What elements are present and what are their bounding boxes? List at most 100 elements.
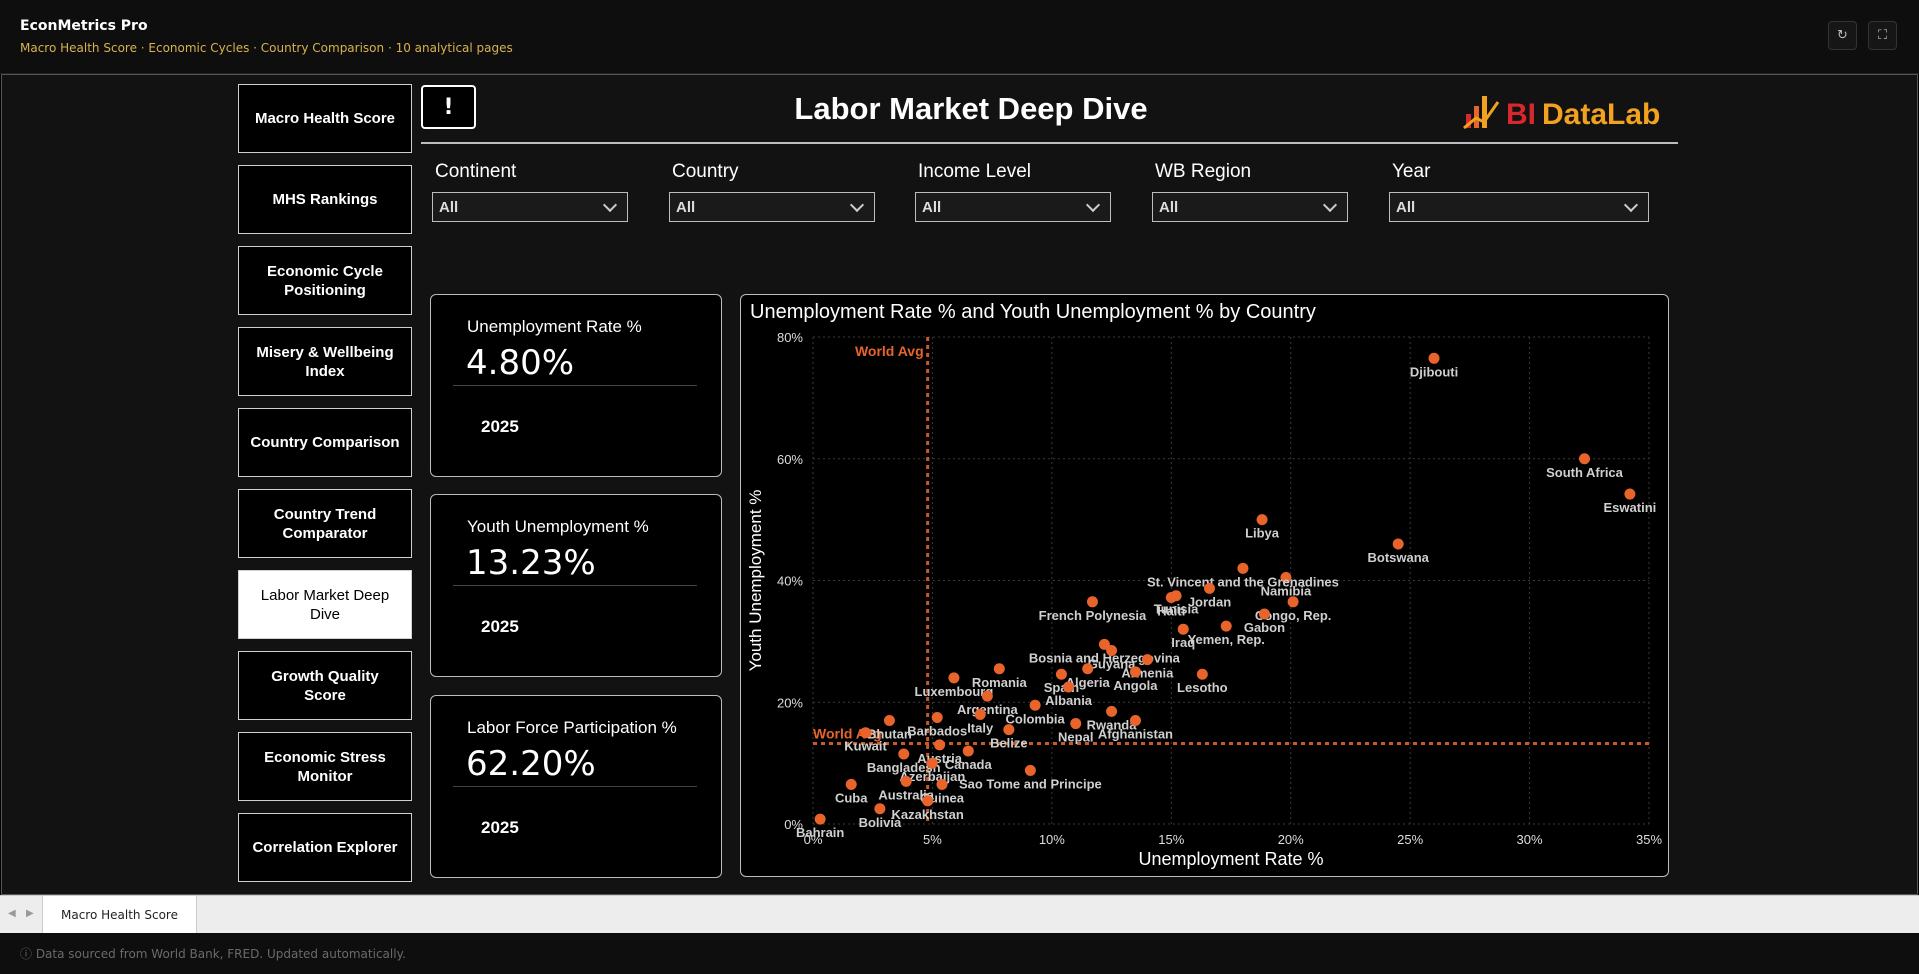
bidatalab-logo: BI DataLab: [1463, 96, 1660, 131]
data-point[interactable]: [1129, 666, 1141, 678]
data-point[interactable]: [1177, 623, 1189, 635]
nav-country-trend-comparator[interactable]: Country Trend Comparator: [238, 489, 412, 558]
nav-growth-quality-score[interactable]: Growth Quality Score: [238, 651, 412, 720]
data-point[interactable]: [845, 778, 857, 790]
data-point[interactable]: [1024, 764, 1036, 776]
data-point[interactable]: [1220, 620, 1232, 632]
data-point[interactable]: [1258, 608, 1270, 620]
data-point[interactable]: [1196, 668, 1208, 680]
data-point[interactable]: [1392, 538, 1404, 550]
data-point[interactable]: [898, 748, 910, 760]
data-label: Bolivia: [859, 815, 902, 830]
chevron-down-icon: [1623, 197, 1639, 212]
data-point[interactable]: [1428, 352, 1440, 364]
data-label: Angola: [1113, 678, 1158, 693]
nav-label: MHS Rankings: [272, 191, 378, 208]
fullscreen-button[interactable]: ⛶: [1868, 21, 1897, 50]
continent-dropdown[interactable]: All: [432, 192, 628, 222]
data-point[interactable]: [1287, 596, 1299, 608]
nav-misery-wellbeing-index[interactable]: Misery & Wellbeing Index: [238, 327, 412, 396]
app-title: EconMetrics Pro: [20, 18, 148, 34]
data-point[interactable]: [981, 690, 993, 702]
data-point[interactable]: [1082, 663, 1094, 675]
data-point[interactable]: [874, 803, 886, 815]
kpi-card-youth-unemployment: Youth Unemployment % 13.23% 2025: [430, 494, 722, 677]
data-point[interactable]: [1141, 654, 1153, 666]
tab-label: Macro Health Score: [61, 908, 178, 922]
nav-labor-market-deep-dive[interactable]: Labor Market Deep Dive: [238, 570, 412, 639]
kpi-title: Youth Unemployment %: [467, 517, 649, 536]
kpi-year: 2025: [481, 417, 519, 436]
data-point[interactable]: [814, 813, 826, 825]
data-point[interactable]: [1003, 724, 1015, 736]
x-tick-label: 20%: [1278, 832, 1304, 847]
kpi-year: 2025: [481, 617, 519, 636]
logo-bi-text: BI: [1506, 98, 1536, 131]
x-tick-label: 5%: [923, 832, 942, 847]
data-point[interactable]: [1624, 488, 1636, 500]
scatter-chart-panel: Unemployment Rate % and Youth Unemployme…: [740, 294, 1669, 877]
data-point[interactable]: [1165, 592, 1177, 604]
refresh-button[interactable]: ↻: [1828, 21, 1857, 50]
data-label: Tunisia: [1154, 602, 1199, 617]
country-dropdown[interactable]: All: [669, 192, 875, 222]
nav-economic-stress-monitor[interactable]: Economic Stress Monitor: [238, 732, 412, 801]
chevron-down-icon: [1085, 197, 1101, 212]
data-point[interactable]: [993, 663, 1005, 675]
data-point[interactable]: [900, 775, 912, 787]
data-point[interactable]: [1055, 668, 1067, 680]
data-label: Kazakhstan: [892, 807, 964, 822]
data-point[interactable]: [1106, 645, 1118, 657]
year-dropdown[interactable]: All: [1389, 192, 1649, 222]
page-tab-bar: ◀ ▶ Macro Health Score: [0, 895, 1919, 934]
status-footer: ⓘ Data sourced from World Bank, FRED. Up…: [0, 933, 1919, 974]
data-point[interactable]: [1579, 453, 1591, 465]
data-point[interactable]: [974, 708, 986, 720]
nav-economic-cycle-positioning[interactable]: Economic Cycle Positioning: [238, 246, 412, 315]
data-point[interactable]: [1256, 514, 1268, 526]
wb-region-dropdown[interactable]: All: [1152, 192, 1348, 222]
tab-scroll-right-icon[interactable]: ▶: [26, 908, 34, 919]
data-point[interactable]: [1129, 715, 1141, 727]
data-point[interactable]: [1204, 582, 1216, 594]
data-point[interactable]: [1029, 699, 1041, 711]
data-point[interactable]: [1237, 562, 1249, 574]
data-point[interactable]: [931, 711, 943, 723]
x-reference-label: World Avg: [855, 343, 924, 359]
data-point[interactable]: [962, 745, 974, 757]
data-point[interactable]: [922, 795, 934, 807]
data-point[interactable]: [860, 727, 872, 739]
nav-mhs-rankings[interactable]: MHS Rankings: [238, 165, 412, 234]
tab-macro-health-score[interactable]: Macro Health Score: [42, 896, 197, 934]
data-label: French Polynesia: [1039, 608, 1147, 623]
data-label: Haiti: [1157, 604, 1185, 619]
data-label: Jordan: [1188, 594, 1231, 609]
scatter-chart: Unemployment Rate % and Youth Unemployme…: [746, 301, 1662, 869]
data-point[interactable]: [936, 778, 948, 790]
data-label: Bhutan: [867, 727, 912, 742]
data-point[interactable]: [1106, 705, 1118, 717]
data-point[interactable]: [1280, 571, 1292, 583]
chevron-down-icon: [602, 197, 618, 212]
data-point[interactable]: [934, 739, 946, 751]
income-level-dropdown[interactable]: All: [915, 192, 1111, 222]
data-point[interactable]: [883, 715, 895, 727]
nav-label: Correlation Explorer: [252, 839, 398, 856]
data-point[interactable]: [926, 757, 938, 769]
nav-macro-health-score[interactable]: Macro Health Score: [238, 84, 412, 153]
tab-scroll-left-icon[interactable]: ◀: [8, 908, 16, 919]
kpi-divider: [453, 786, 697, 787]
info-button[interactable]: !: [421, 85, 476, 129]
nav-country-comparison[interactable]: Country Comparison: [238, 408, 412, 477]
data-label: Canada: [945, 757, 993, 772]
data-label: Sao Tome and Principe: [959, 776, 1102, 791]
data-point[interactable]: [1063, 681, 1075, 693]
dropdown-value: All: [922, 198, 942, 216]
x-tick-label: 25%: [1397, 832, 1423, 847]
data-point[interactable]: [1098, 638, 1110, 650]
data-point[interactable]: [948, 672, 960, 684]
nav-correlation-explorer[interactable]: Correlation Explorer: [238, 813, 412, 882]
data-point[interactable]: [1070, 718, 1082, 730]
data-point[interactable]: [1086, 596, 1098, 608]
data-label: Yemen, Rep.: [1188, 632, 1265, 647]
